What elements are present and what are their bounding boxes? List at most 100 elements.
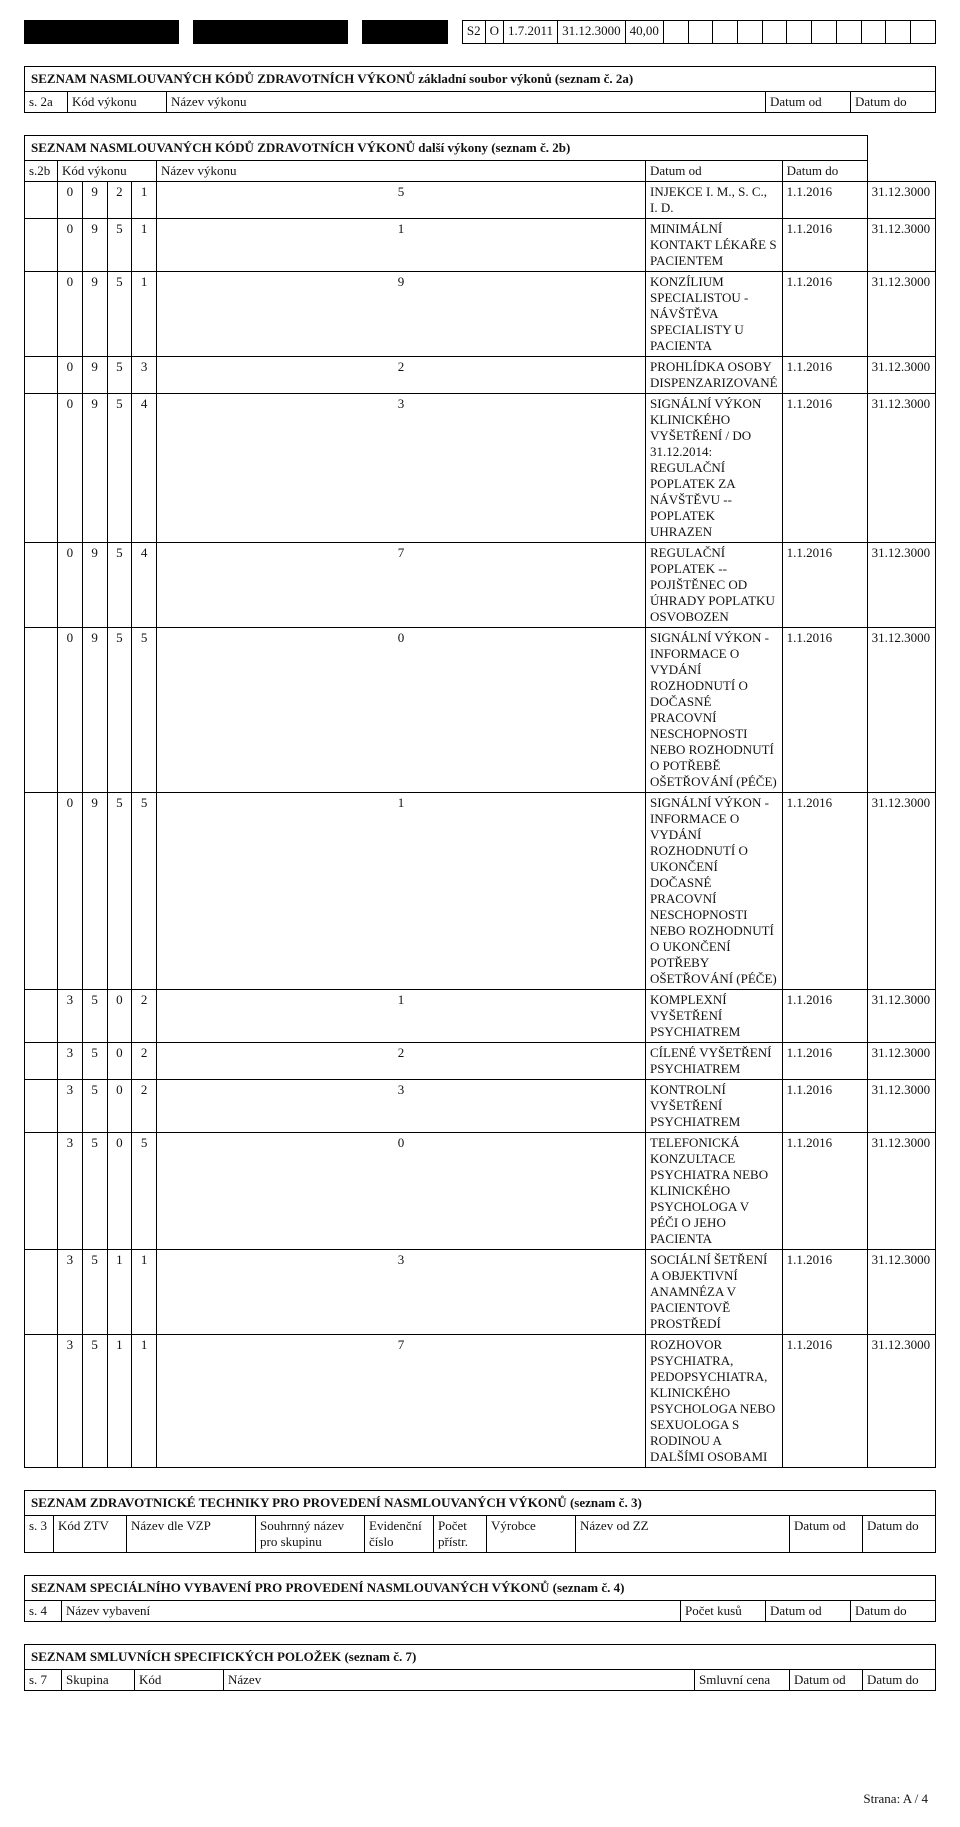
code-digit: 2 (157, 357, 646, 394)
redacted-cell (414, 21, 431, 44)
code-digit: 0 (107, 1043, 132, 1080)
code-digit: 0 (157, 1133, 646, 1250)
code-digit: 5 (107, 543, 132, 628)
date-to: 31.12.3000 (867, 543, 935, 628)
code-digit: 0 (58, 793, 83, 990)
redacted-cell (362, 21, 379, 44)
section-2b: SEZNAM NASMLOUVANÝCH KÓDŮ ZDRAVOTNÍCH VÝ… (24, 135, 936, 1468)
procedure-name: REGULAČNÍ POPLATEK -- POJIŠTĚNEC OD ÚHRA… (646, 543, 783, 628)
col-s3: s. 3 (25, 1516, 54, 1553)
col-datum-do: Datum do (863, 1516, 936, 1553)
col-nazev-vykonu: Název výkonu (167, 92, 766, 113)
code-digit: 5 (107, 394, 132, 543)
table-row: 35050TELEFONICKÁ KONZULTACE PSYCHIATRA N… (25, 1133, 936, 1250)
code-digit: 7 (157, 1335, 646, 1468)
top-empty-cell (713, 21, 738, 44)
code-digit: 1 (157, 793, 646, 990)
col-datum-od: Datum od (766, 92, 851, 113)
col-evidencni-cislo: Evidenční číslo (365, 1516, 434, 1553)
code-digit: 3 (157, 394, 646, 543)
col-souhrnny-nazev: Souhrnný název pro skupinu (256, 1516, 365, 1553)
code-digit: 0 (58, 272, 83, 357)
date-from: 1.1.2016 (782, 272, 867, 357)
redacted-cell (211, 21, 228, 44)
code-digit: 4 (132, 394, 157, 543)
code-digit: 5 (82, 1250, 107, 1335)
code-digit: 4 (132, 543, 157, 628)
col-kod-vykonu: Kód výkonu (68, 92, 167, 113)
code-digit: 1 (132, 1335, 157, 1468)
procedure-name: KONTROLNÍ VYŠETŘENÍ PSYCHIATREM (646, 1080, 783, 1133)
code-digit: 3 (132, 357, 157, 394)
col-datum-do: Datum do (863, 1670, 936, 1691)
procedure-name: SOCIÁLNÍ ŠETŘENÍ A OBJEKTIVNÍ ANAMNÉZA V… (646, 1250, 783, 1335)
code-digit: 1 (107, 1250, 132, 1335)
redacted-cell (262, 21, 279, 44)
col-datum-od: Datum od (790, 1670, 863, 1691)
date-from: 1.1.2016 (782, 628, 867, 793)
section-2b-title: SEZNAM NASMLOUVANÝCH KÓDŮ ZDRAVOTNÍCH VÝ… (25, 136, 868, 161)
redacted-cell (145, 21, 162, 44)
code-digit: 9 (82, 357, 107, 394)
code-digit: 2 (107, 182, 132, 219)
col-datum-od: Datum od (790, 1516, 863, 1553)
date-from: 1.1.2016 (782, 182, 867, 219)
date-to: 31.12.3000 (867, 1080, 935, 1133)
top-amount-cell: 40,00 (625, 21, 663, 44)
code-digit: 5 (82, 1080, 107, 1133)
date-from: 1.1.2016 (782, 219, 867, 272)
redacted-cell (42, 21, 59, 44)
procedure-name: SIGNÁLNÍ VÝKON KLINICKÉHO VYŠETŘENÍ / DO… (646, 394, 783, 543)
code-digit: 0 (58, 219, 83, 272)
section-2a-title: SEZNAM NASMLOUVANÝCH KÓDŮ ZDRAVOTNÍCH VÝ… (25, 67, 936, 92)
table-row: 09547REGULAČNÍ POPLATEK -- POJIŠTĚNEC OD… (25, 543, 936, 628)
code-digit: 3 (58, 1335, 83, 1468)
code-digit: 5 (132, 628, 157, 793)
col-datum-od: Datum od (766, 1601, 851, 1622)
col-vyrobce: Výrobce (487, 1516, 576, 1553)
procedure-name: MINIMÁLNÍ KONTAKT LÉKAŘE S PACIENTEM (646, 219, 783, 272)
table-row: 09543SIGNÁLNÍ VÝKON KLINICKÉHO VYŠETŘENÍ… (25, 394, 936, 543)
code-digit: 5 (82, 990, 107, 1043)
table-row: 09532PROHLÍDKA OSOBY DISPENZARIZOVANÉ1.1… (25, 357, 936, 394)
code-digit: 2 (157, 1043, 646, 1080)
code-digit: 9 (157, 272, 646, 357)
code-digit: 1 (107, 1335, 132, 1468)
col-s2a: s. 2a (25, 92, 68, 113)
table-row: 09551SIGNÁLNÍ VÝKON - INFORMACE O VYDÁNÍ… (25, 793, 936, 990)
section-2a: SEZNAM NASMLOUVANÝCH KÓDŮ ZDRAVOTNÍCH VÝ… (24, 66, 936, 113)
date-to: 31.12.3000 (867, 394, 935, 543)
section-3-title: SEZNAM ZDRAVOTNICKÉ TECHNIKY PRO PROVEDE… (25, 1491, 936, 1516)
code-digit: 5 (82, 1043, 107, 1080)
col-smluvni-cena: Smluvní cena (695, 1670, 790, 1691)
code-digit: 0 (157, 628, 646, 793)
date-from: 1.1.2016 (782, 1335, 867, 1468)
code-digit: 0 (58, 357, 83, 394)
col-nazev-vykonu: Název výkonu (157, 161, 646, 182)
code-digit: 3 (157, 1250, 646, 1335)
code-digit: 9 (82, 394, 107, 543)
date-from: 1.1.2016 (782, 543, 867, 628)
top-empty-cell (787, 21, 812, 44)
col-nazev-vzp: Název dle VZP (127, 1516, 256, 1553)
col-s4: s. 4 (25, 1601, 62, 1622)
section-4: SEZNAM SPECIÁLNÍHO VYBAVENÍ PRO PROVEDEN… (24, 1575, 936, 1622)
code-digit: 5 (107, 628, 132, 793)
top-empty-cell (836, 21, 861, 44)
table-row: 35022CÍLENÉ VYŠETŘENÍ PSYCHIATREM1.1.201… (25, 1043, 936, 1080)
redacted-cell (296, 21, 313, 44)
code-digit: 5 (107, 219, 132, 272)
date-to: 31.12.3000 (867, 793, 935, 990)
col-pocet-pristr: Počet přístr. (434, 1516, 487, 1553)
redacted-cell (245, 21, 262, 44)
code-digit: 5 (157, 182, 646, 219)
top-date-cell: 1.7.2011 (504, 21, 558, 44)
code-digit: 5 (107, 272, 132, 357)
col-nazev: Název (224, 1670, 695, 1691)
procedure-name: KONZÍLIUM SPECIALISTOU - NÁVŠTĚVA SPECIA… (646, 272, 783, 357)
table-row: 09550SIGNÁLNÍ VÝKON - INFORMACE O VYDÁNÍ… (25, 628, 936, 793)
col-nazev-od-zz: Název od ZZ (576, 1516, 790, 1553)
date-to: 31.12.3000 (867, 990, 935, 1043)
code-digit: 9 (82, 793, 107, 990)
col-datum-do: Datum do (782, 161, 867, 182)
